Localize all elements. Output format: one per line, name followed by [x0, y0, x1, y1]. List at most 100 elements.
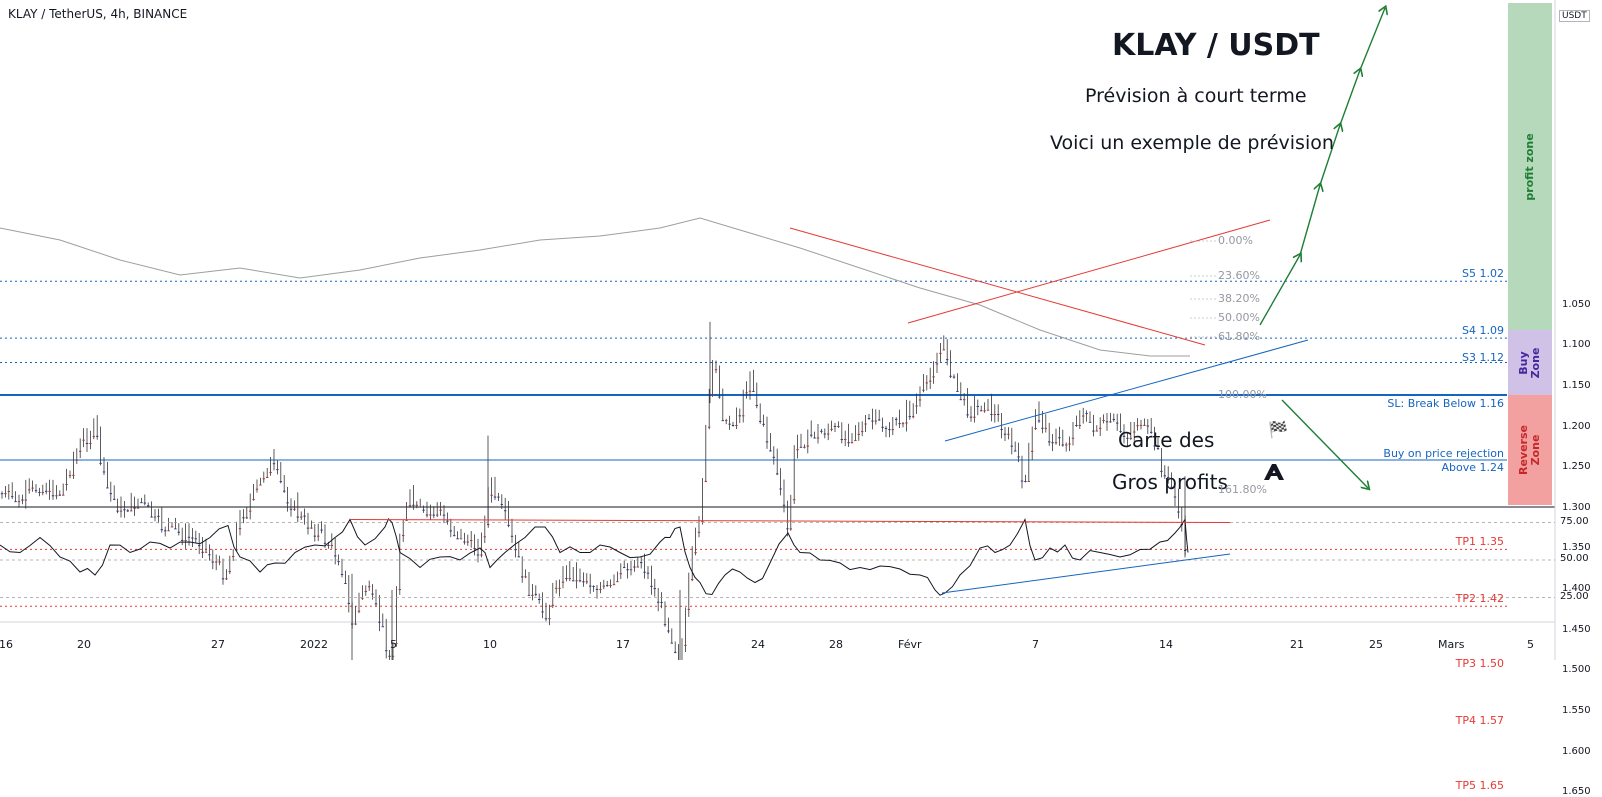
candle-body: [687, 608, 690, 610]
candle-body: [527, 594, 531, 596]
candle-body: [708, 426, 711, 428]
time-tick-label: 7: [1032, 638, 1039, 651]
fib-label: 0.00%: [1218, 234, 1253, 247]
candle-body: [561, 581, 565, 583]
candle-body: [92, 436, 95, 438]
candle-body: [854, 440, 857, 442]
candle-body: [1102, 420, 1105, 422]
price-tick-label: 1.250: [1562, 461, 1591, 473]
annotation-title: KLAY / USDT: [1112, 28, 1320, 63]
candle-body: [238, 528, 242, 530]
candle-body: [150, 516, 153, 518]
candle-body: [1170, 486, 1173, 488]
candle-body: [908, 416, 911, 418]
level-label: Buy on price rejection: [1383, 447, 1504, 460]
candle-body: [837, 425, 840, 427]
candle-body: [391, 655, 395, 657]
candle-body: [691, 579, 694, 581]
candle-body: [422, 509, 425, 511]
candle-body: [347, 602, 350, 604]
candle-body: [850, 442, 854, 444]
level-label: TP2 1.42: [1455, 592, 1504, 606]
candle-body: [408, 505, 412, 507]
forecast-arrow: [1339, 70, 1360, 126]
candle-body: [986, 409, 990, 411]
candle-body: [504, 510, 507, 512]
candle-body: [565, 578, 568, 580]
candle-body: [313, 535, 316, 537]
candle-body: [803, 446, 806, 448]
candle-body: [459, 538, 463, 540]
candle-body: [310, 527, 313, 529]
candle-body: [58, 494, 61, 496]
trendline-red-up: [907, 219, 1271, 324]
candle-body: [833, 425, 837, 427]
rsi-tick-label: 50.00: [1560, 553, 1589, 564]
candle-body: [106, 487, 109, 489]
candle-body: [1031, 450, 1034, 452]
candle-body: [942, 349, 945, 351]
chart-svg[interactable]: [0, 0, 1602, 660]
candle-body: [293, 508, 296, 510]
candle-body: [211, 561, 214, 563]
candle-body: [327, 544, 330, 546]
candle-body: [993, 414, 996, 416]
candle-body: [1048, 441, 1051, 443]
candle-body: [925, 382, 928, 384]
candle-body: [956, 390, 959, 392]
candle-body: [918, 399, 922, 401]
candle-body: [779, 488, 782, 490]
candle-body: [1000, 428, 1003, 430]
candle-body: [79, 450, 82, 452]
candle-body: [1126, 437, 1129, 439]
candle-body: [915, 405, 918, 407]
candle-body: [759, 420, 762, 422]
candle-body: [589, 585, 592, 587]
candle-body: [653, 588, 656, 590]
candle-body: [65, 483, 68, 485]
candle-body: [772, 456, 775, 458]
candle-body: [191, 537, 194, 539]
candle-body: [745, 392, 748, 394]
candle-body: [490, 494, 493, 496]
time-tick-label: 14: [1159, 638, 1173, 651]
candle-body: [357, 610, 361, 612]
time-tick-label: 2022: [300, 638, 328, 651]
candle-body: [140, 502, 143, 504]
candle-body: [1116, 422, 1119, 424]
candle-body: [232, 555, 235, 557]
fib-label: 100.00%: [1218, 388, 1267, 401]
price-tick-label: 1.500: [1562, 664, 1591, 676]
candle-body: [279, 481, 282, 483]
candle-body: [55, 495, 58, 497]
candle-body: [48, 490, 51, 492]
candle-body: [694, 552, 697, 554]
candle-body: [704, 480, 707, 482]
candle-body: [827, 433, 830, 435]
candle-body: [72, 474, 75, 476]
candle-body: [748, 390, 752, 392]
candle-body: [45, 490, 48, 492]
candle-body: [300, 516, 303, 518]
moving-average-line: [0, 217, 1190, 357]
candle-body: [861, 431, 864, 433]
price-tick-label: 1.100: [1562, 339, 1591, 351]
candle-body: [714, 369, 718, 371]
level-label: TP3 1.50: [1455, 657, 1504, 671]
candle-body: [1133, 431, 1136, 433]
time-tick-label: 17: [616, 638, 630, 651]
candle-body: [201, 551, 204, 553]
level-label: TP4 1.57: [1455, 714, 1504, 728]
candle-body: [14, 501, 17, 503]
candle-body: [1167, 476, 1170, 478]
candle-body: [500, 503, 503, 505]
candle-body: [1007, 433, 1010, 435]
candle-body: [752, 390, 755, 392]
candle-body: [21, 499, 24, 501]
candle-body: [259, 484, 262, 486]
candle-body: [874, 420, 877, 422]
candle-body: [289, 508, 293, 510]
candle-body: [1054, 442, 1058, 444]
candle-body: [102, 471, 106, 473]
candle-body: [177, 531, 180, 533]
